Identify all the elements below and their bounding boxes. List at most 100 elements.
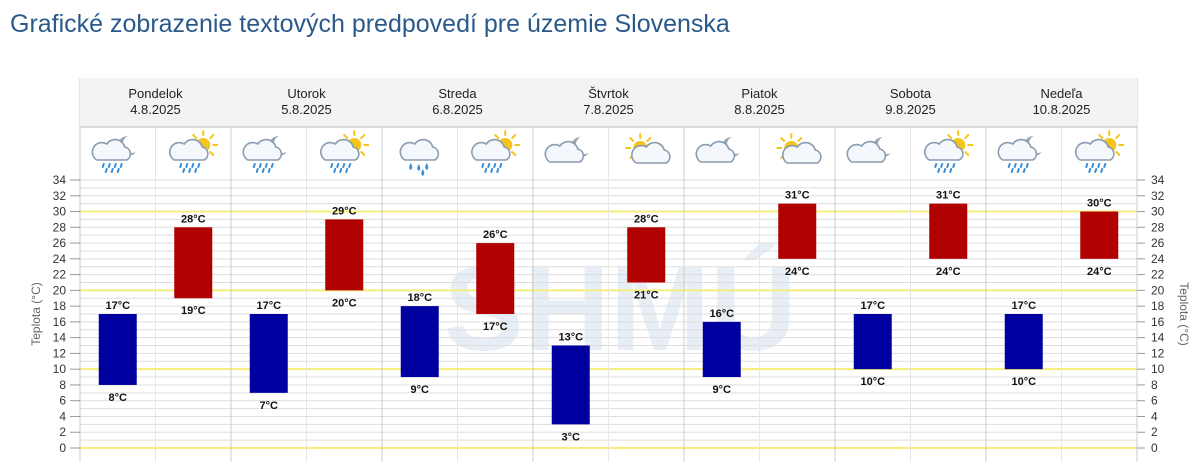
- y-tick-left: 34: [53, 173, 67, 187]
- header-band: [80, 78, 1137, 127]
- day-bar: [1080, 211, 1119, 259]
- y-tick-right: 18: [1151, 299, 1165, 313]
- night-min-label: 9°C: [411, 384, 430, 396]
- day-min-label: 21°C: [634, 289, 659, 301]
- day-min-label: 24°C: [936, 266, 961, 278]
- day-min-label: 19°C: [181, 305, 206, 317]
- day-bar: [325, 219, 364, 291]
- y-tick-left: 26: [53, 236, 67, 250]
- y-tick-left: 8: [59, 378, 66, 392]
- y-tick-right: 6: [1151, 394, 1158, 408]
- y-tick-left: 4: [59, 409, 66, 423]
- day-min-label: 24°C: [1087, 266, 1112, 278]
- day-date: 10.8.2025: [1033, 102, 1091, 117]
- y-tick-right: 16: [1151, 315, 1165, 329]
- cloud-sun-drizzle-icon: [471, 130, 521, 173]
- night-min-label: 7°C: [260, 400, 279, 412]
- night-min-label: 3°C: [562, 431, 581, 443]
- cloud-rain-icon: [399, 138, 440, 176]
- y-tick-right: 22: [1151, 268, 1165, 282]
- day-date: 5.8.2025: [281, 102, 332, 117]
- y-axis-label-right: Teplota (°C): [1177, 282, 1191, 346]
- cloud-sun-drizzle-icon: [924, 130, 974, 173]
- night-min-label: 8°C: [109, 392, 128, 404]
- night-max-label: 17°C: [105, 300, 130, 312]
- y-tick-right: 24: [1151, 252, 1165, 266]
- day-date: 9.8.2025: [885, 102, 936, 117]
- day-max-label: 30°C: [1087, 198, 1112, 210]
- y-tick-right: 10: [1151, 362, 1165, 376]
- y-tick-left: 10: [53, 362, 67, 376]
- cloud-moon-drizzle-icon: [997, 136, 1042, 173]
- y-tick-right: 32: [1151, 189, 1165, 203]
- day-bar: [778, 203, 817, 259]
- y-tick-right: 12: [1151, 346, 1165, 360]
- cloud-moon-icon: [846, 137, 891, 163]
- day-max-label: 26°C: [483, 229, 508, 241]
- night-bar: [1004, 314, 1043, 370]
- night-bar: [551, 345, 590, 425]
- day-date: 8.8.2025: [734, 102, 785, 117]
- day-bar: [476, 243, 515, 314]
- day-date: 4.8.2025: [130, 102, 181, 117]
- y-tick-right: 28: [1151, 220, 1165, 234]
- night-bar: [400, 306, 439, 378]
- day-min-label: 24°C: [785, 266, 810, 278]
- y-tick-right: 0: [1151, 441, 1158, 455]
- night-max-label: 17°C: [1011, 300, 1036, 312]
- night-min-label: 9°C: [713, 384, 732, 396]
- y-tick-right: 20: [1151, 283, 1165, 297]
- y-tick-right: 30: [1151, 205, 1165, 219]
- day-name: Štvrtok: [588, 86, 629, 101]
- night-max-label: 18°C: [407, 292, 432, 304]
- day-bar: [174, 227, 213, 299]
- cloud-sun-drizzle-icon: [320, 130, 370, 173]
- night-bar: [249, 314, 288, 393]
- night-max-label: 13°C: [558, 332, 583, 344]
- night-max-label: 17°C: [860, 300, 885, 312]
- y-tick-right: 4: [1151, 409, 1158, 423]
- y-tick-left: 14: [53, 331, 67, 345]
- night-bar: [98, 314, 137, 385]
- day-name: Nedeľa: [1040, 86, 1083, 101]
- y-tick-left: 6: [59, 394, 66, 408]
- day-name: Sobota: [890, 86, 932, 101]
- day-bar: [627, 227, 666, 283]
- day-bar: [929, 203, 968, 259]
- night-min-label: 10°C: [860, 376, 885, 388]
- night-min-label: 10°C: [1011, 376, 1036, 388]
- y-tick-right: 2: [1151, 425, 1158, 439]
- page-title: Grafické zobrazenie textových predpovedí…: [10, 10, 730, 38]
- day-max-label: 31°C: [785, 190, 810, 202]
- sun-cloud-icon: [776, 133, 822, 164]
- day-name: Streda: [438, 86, 477, 101]
- y-tick-left: 16: [53, 315, 67, 329]
- day-name: Utorok: [287, 86, 326, 101]
- night-max-label: 17°C: [256, 300, 281, 312]
- cloud-sun-drizzle-icon: [1075, 130, 1125, 173]
- day-max-label: 28°C: [634, 213, 659, 225]
- day-date: 6.8.2025: [432, 102, 483, 117]
- y-tick-right: 26: [1151, 236, 1165, 250]
- day-name: Pondelok: [128, 86, 183, 101]
- y-tick-left: 30: [53, 205, 67, 219]
- y-tick-left: 28: [53, 220, 67, 234]
- day-date: 7.8.2025: [583, 102, 634, 117]
- cloud-moon-icon: [544, 137, 589, 163]
- y-tick-left: 32: [53, 189, 67, 203]
- y-tick-left: 22: [53, 268, 67, 282]
- night-bar: [853, 314, 892, 370]
- y-tick-left: 20: [53, 283, 67, 297]
- y-tick-left: 0: [59, 441, 66, 455]
- cloud-moon-drizzle-icon: [242, 136, 287, 173]
- cloud-moon-drizzle-icon: [91, 136, 136, 173]
- y-tick-left: 24: [53, 252, 67, 266]
- y-tick-left: 12: [53, 346, 67, 360]
- day-max-label: 31°C: [936, 190, 961, 202]
- y-tick-left: 2: [59, 425, 66, 439]
- cloud-sun-drizzle-icon: [169, 130, 219, 173]
- y-tick-right: 14: [1151, 331, 1165, 345]
- day-min-label: 20°C: [332, 297, 357, 309]
- day-max-label: 28°C: [181, 213, 206, 225]
